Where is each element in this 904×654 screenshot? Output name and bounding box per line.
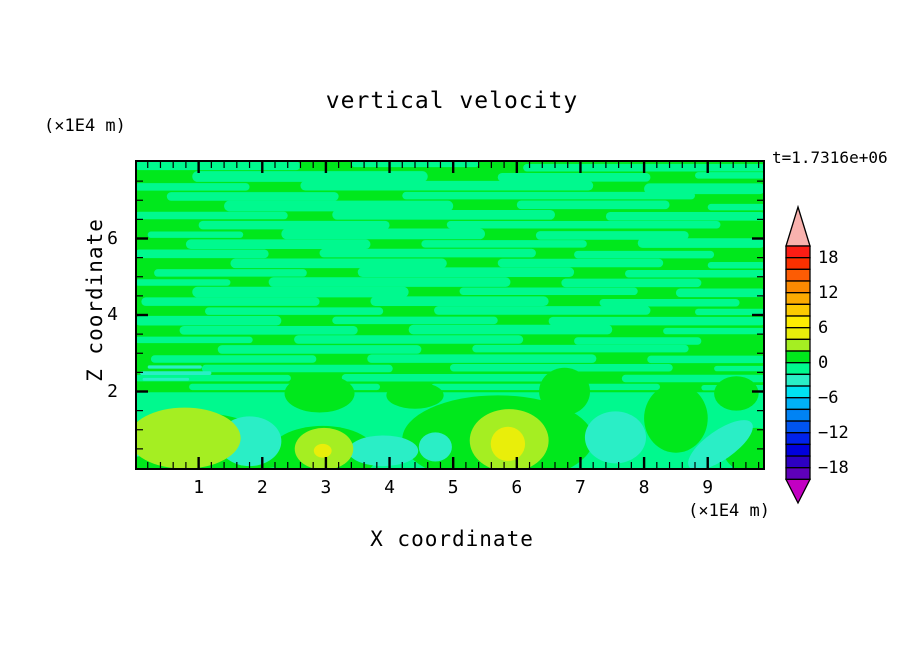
colorbar-tick-label: 0 bbox=[818, 352, 829, 373]
z-axis-title: Z coordinate bbox=[83, 218, 107, 382]
x-tick-label: 3 bbox=[320, 477, 332, 498]
x-tick-label: 8 bbox=[638, 477, 650, 498]
x-tick-label: 7 bbox=[575, 477, 586, 498]
x-tick-label: 5 bbox=[447, 477, 459, 498]
contour-plot-canvas bbox=[135, 160, 765, 470]
z-axis-unit-label: (×1E4 m) bbox=[44, 116, 126, 136]
colorbar bbox=[784, 205, 812, 505]
time-label: t=1.7316e+06 bbox=[772, 148, 888, 167]
plot-title: vertical velocity bbox=[325, 88, 579, 114]
x-tick-label: 9 bbox=[702, 477, 714, 498]
colorbar-tick-label: 6 bbox=[818, 317, 829, 338]
y-tick-label: 2 bbox=[107, 380, 118, 402]
colorbar-tick-label: 12 bbox=[818, 282, 839, 303]
x-axis-title: X coordinate bbox=[370, 527, 534, 551]
x-tick-label: 4 bbox=[384, 477, 395, 498]
colorbar-tick-label: −18 bbox=[818, 457, 849, 478]
y-tick-label: 4 bbox=[107, 304, 118, 325]
y-tick-label: 6 bbox=[107, 227, 118, 249]
colorbar-tick-label: −12 bbox=[818, 422, 849, 443]
x-tick-label: 2 bbox=[256, 477, 268, 498]
x-axis-unit-label: (×1E4 m) bbox=[688, 501, 770, 521]
x-tick-label: 6 bbox=[511, 477, 523, 498]
colorbar-tick-label: 18 bbox=[818, 247, 839, 268]
x-tick-label: 1 bbox=[193, 477, 205, 498]
colorbar-tick-label: −6 bbox=[818, 387, 839, 408]
